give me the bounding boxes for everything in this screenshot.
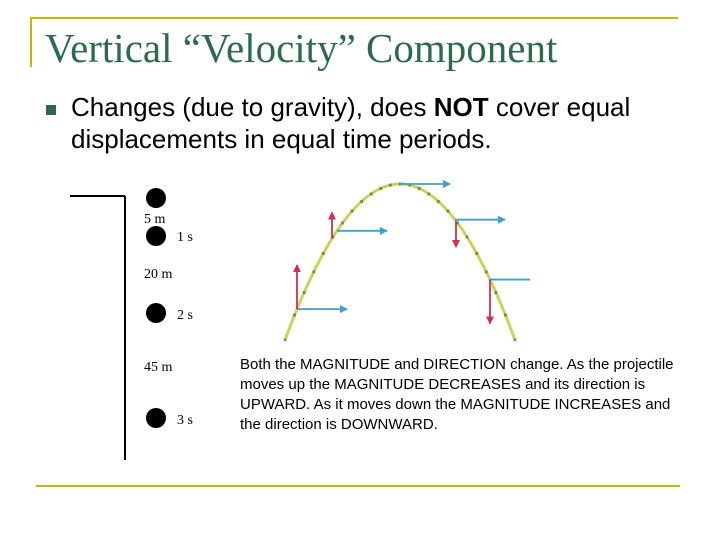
trajectory-marker: × — [321, 251, 325, 258]
velocity-arrows-group — [293, 180, 530, 325]
trajectory-marker: × — [408, 183, 412, 190]
trajectory-marker: × — [398, 182, 402, 189]
frame-left-line — [30, 17, 32, 67]
trajectory-marker: × — [427, 191, 431, 198]
trajectory-marker: × — [302, 290, 306, 297]
trajectory-marker: × — [379, 186, 383, 193]
trajectory-marker: × — [283, 338, 287, 345]
free-fall-background — [60, 178, 220, 463]
trajectory-marker: × — [484, 269, 488, 276]
trajectory-marker: × — [475, 251, 479, 258]
trajectory-group: ××××××××××××××××××××××××× — [283, 182, 517, 345]
bullet-text-after: cover equal displacements in equal time … — [71, 92, 631, 154]
trajectory-marker: × — [340, 221, 344, 228]
frame-top-line — [30, 17, 678, 19]
distance-label-1: 5 m — [144, 212, 166, 227]
bullet-emphasis: NOT — [433, 92, 489, 122]
time-label-2: 2 s — [177, 308, 193, 323]
trajectory-marker: × — [436, 199, 440, 206]
trajectory-marker: × — [360, 199, 364, 206]
trajectory-marker: × — [503, 313, 507, 320]
trajectory-marker: × — [513, 338, 517, 345]
trajectory-marker: × — [312, 269, 316, 276]
distance-label-3: 45 m — [144, 360, 173, 375]
ball-1 — [146, 226, 166, 246]
trajectory-curve — [283, 182, 517, 341]
trajectory-marker: × — [446, 209, 450, 216]
projectile-trajectory-figure: ××××××××××××××××××××××××× — [283, 180, 530, 345]
trajectory-marker: × — [417, 186, 421, 193]
caption-text: Both the MAGNITUDE and DIRECTION change.… — [240, 356, 674, 433]
ball-3 — [146, 408, 166, 428]
ball-2 — [146, 303, 166, 323]
trajectory-marker: × — [388, 183, 392, 190]
time-label-1: 1 s — [177, 230, 193, 245]
ball-0 — [146, 188, 166, 208]
bullet-square-icon — [46, 105, 56, 115]
time-label-3: 3 s — [177, 413, 193, 428]
frame-bottom-line — [36, 485, 680, 487]
trajectory-marker: × — [494, 290, 498, 297]
trajectory-marker: × — [369, 191, 373, 198]
bullet-text-before: Changes (due to gravity), does — [71, 92, 434, 122]
slide-title: Vertical “Velocity” Component — [45, 25, 558, 71]
distance-label-2: 20 m — [144, 267, 173, 282]
trajectory-marker: × — [455, 221, 459, 228]
trajectory-marker: × — [465, 235, 469, 242]
trajectory-marker: × — [293, 313, 297, 320]
free-fall-figure: 5 m 1 s 20 m 2 s 45 m 3 s — [60, 178, 220, 463]
bullet-text: Changes (due to gravity), does NOT cover… — [71, 91, 711, 155]
trajectory-marker: × — [350, 209, 354, 216]
